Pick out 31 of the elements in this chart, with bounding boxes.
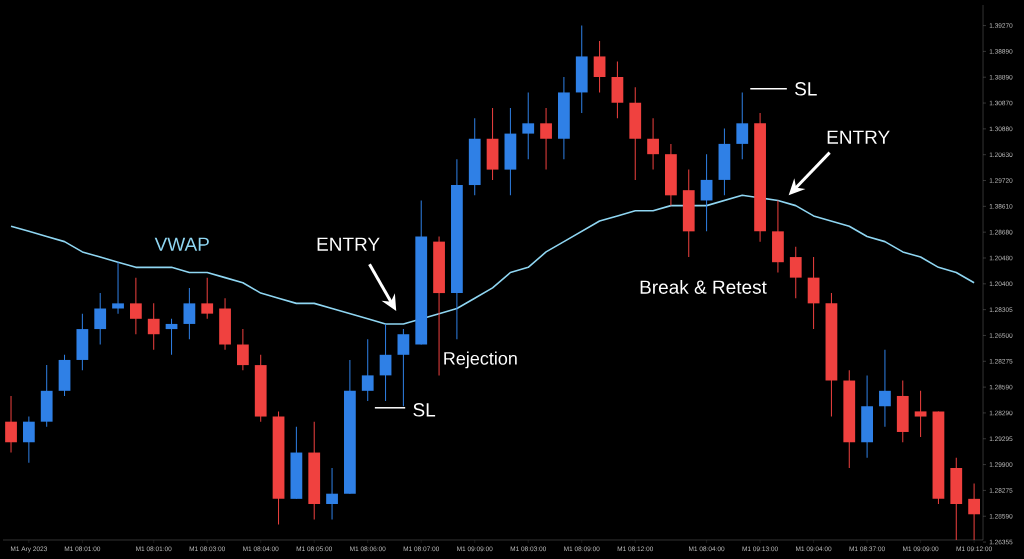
candlestick	[540, 107, 552, 171]
candlestick	[379, 323, 392, 402]
candlestick	[522, 91, 535, 160]
annotation: SL	[413, 403, 436, 417]
candlestick	[326, 467, 338, 520]
candlestick	[236, 328, 249, 371]
candlestick	[700, 153, 713, 232]
candlestick	[361, 338, 374, 402]
candlestick	[968, 482, 980, 541]
annotation: Break & Retest	[640, 279, 767, 294]
candlestick	[647, 117, 659, 171]
candlestick	[112, 261, 124, 315]
annotation: Rejection	[444, 351, 517, 369]
candlestick	[736, 91, 749, 160]
candlestick	[183, 287, 196, 340]
candlestick	[22, 416, 35, 464]
annotation: ENTRY	[827, 130, 890, 144]
candlestick	[789, 246, 802, 299]
candlestick	[914, 390, 927, 438]
candlestick	[94, 292, 107, 346]
candlestick	[879, 349, 891, 428]
annotation: ENTRY	[317, 237, 380, 251]
candlestick	[147, 302, 160, 351]
candlestick	[129, 277, 142, 335]
candlestick	[397, 328, 410, 407]
candlestick	[5, 395, 17, 454]
series-label: VWAP	[154, 237, 209, 251]
candlestick	[201, 277, 214, 320]
candlestick	[593, 40, 606, 93]
annotation: SL	[795, 82, 817, 96]
candlestick	[165, 318, 178, 356]
